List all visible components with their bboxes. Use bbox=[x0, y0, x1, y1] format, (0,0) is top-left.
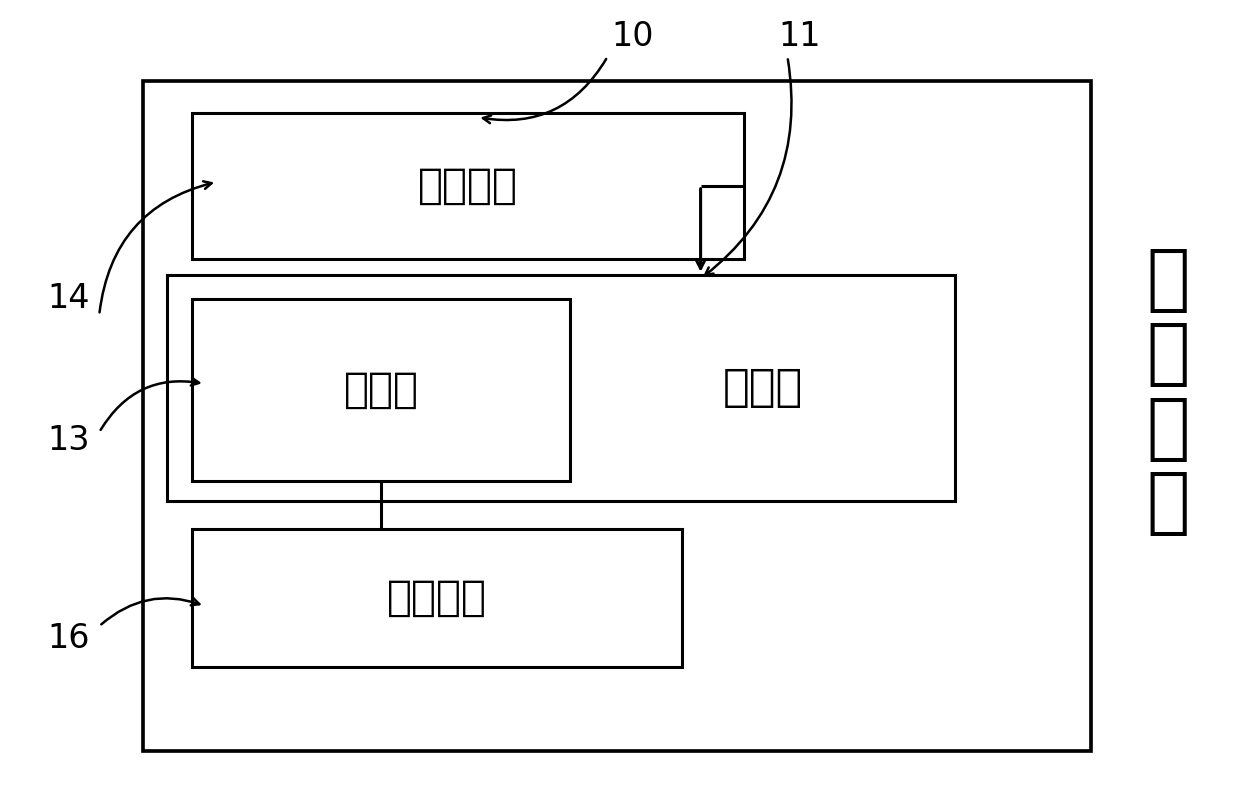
Bar bbox=[167, 275, 955, 501]
Text: 下
料
装
置: 下 料 装 置 bbox=[1147, 246, 1189, 538]
Text: 驱动设备: 驱动设备 bbox=[387, 577, 487, 619]
Text: 检测元件: 检测元件 bbox=[418, 165, 518, 207]
Bar bbox=[192, 529, 682, 667]
Text: 11: 11 bbox=[779, 20, 821, 53]
Text: 存储筱: 存储筱 bbox=[723, 366, 802, 410]
Text: 下料器: 下料器 bbox=[343, 369, 419, 410]
Text: 14: 14 bbox=[47, 283, 89, 315]
Text: 10: 10 bbox=[611, 20, 653, 53]
Bar bbox=[192, 113, 744, 259]
Bar bbox=[192, 299, 570, 481]
Text: 16: 16 bbox=[47, 622, 89, 654]
Bar bbox=[143, 81, 1091, 751]
Text: 13: 13 bbox=[47, 424, 89, 457]
